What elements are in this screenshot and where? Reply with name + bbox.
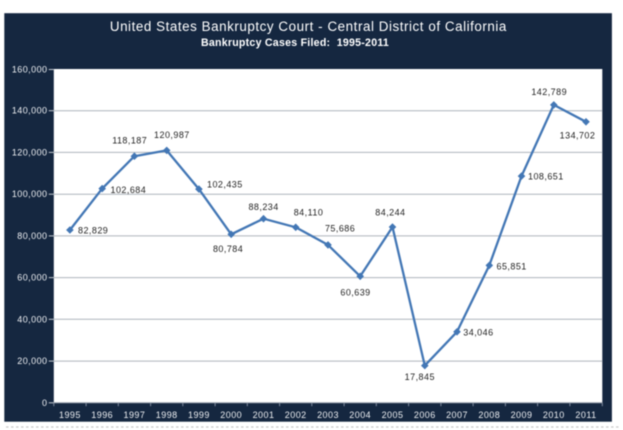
svg-text:142,789: 142,789: [531, 87, 567, 97]
svg-text:2008: 2008: [478, 410, 500, 420]
svg-text:1997: 1997: [123, 410, 145, 420]
svg-text:2009: 2009: [511, 410, 533, 420]
svg-text:1995: 1995: [59, 410, 81, 420]
svg-text:120,987: 120,987: [154, 130, 190, 140]
svg-text:134,702: 134,702: [560, 131, 596, 141]
svg-text:102,684: 102,684: [111, 185, 147, 195]
svg-text:2007: 2007: [446, 410, 468, 420]
svg-text:118,187: 118,187: [112, 136, 147, 146]
svg-text:160,000: 160,000: [12, 65, 48, 75]
svg-text:United States Bankruptcy Court: United States Bankruptcy Court - Central…: [110, 19, 507, 34]
svg-text:82,829: 82,829: [78, 226, 108, 236]
svg-text:2003: 2003: [317, 410, 339, 420]
svg-text:Bankruptcy Cases Filed: 1995-: Bankruptcy Cases Filed: 1995-2011: [201, 37, 389, 49]
svg-text:84,244: 84,244: [375, 208, 405, 218]
svg-text:88,234: 88,234: [248, 202, 278, 212]
svg-text:1998: 1998: [156, 410, 178, 420]
svg-text:1999: 1999: [188, 410, 210, 420]
svg-text:17,845: 17,845: [405, 372, 435, 382]
svg-text:102,435: 102,435: [207, 180, 243, 190]
svg-text:2010: 2010: [543, 410, 565, 420]
svg-text:140,000: 140,000: [12, 106, 48, 116]
svg-text:120,000: 120,000: [12, 147, 48, 157]
svg-text:100,000: 100,000: [12, 189, 48, 199]
svg-text:2006: 2006: [414, 410, 436, 420]
svg-text:2000: 2000: [220, 410, 242, 420]
svg-text:2001: 2001: [253, 410, 275, 420]
svg-text:108,651: 108,651: [528, 172, 564, 182]
svg-text:0: 0: [42, 398, 47, 408]
svg-text:2004: 2004: [349, 410, 371, 420]
svg-text:34,046: 34,046: [463, 328, 493, 338]
svg-text:2005: 2005: [382, 410, 404, 420]
svg-text:20,000: 20,000: [17, 356, 47, 366]
svg-text:2011: 2011: [575, 410, 596, 420]
svg-text:2002: 2002: [285, 410, 307, 420]
svg-text:60,639: 60,639: [340, 288, 370, 298]
svg-text:75,686: 75,686: [325, 224, 355, 234]
svg-text:80,000: 80,000: [17, 231, 47, 241]
svg-text:60,000: 60,000: [17, 273, 47, 283]
svg-text:40,000: 40,000: [17, 314, 47, 324]
svg-text:84,110: 84,110: [294, 208, 324, 218]
svg-text:80,784: 80,784: [213, 244, 243, 254]
svg-text:1996: 1996: [91, 410, 113, 420]
svg-text:65,851: 65,851: [497, 261, 527, 271]
